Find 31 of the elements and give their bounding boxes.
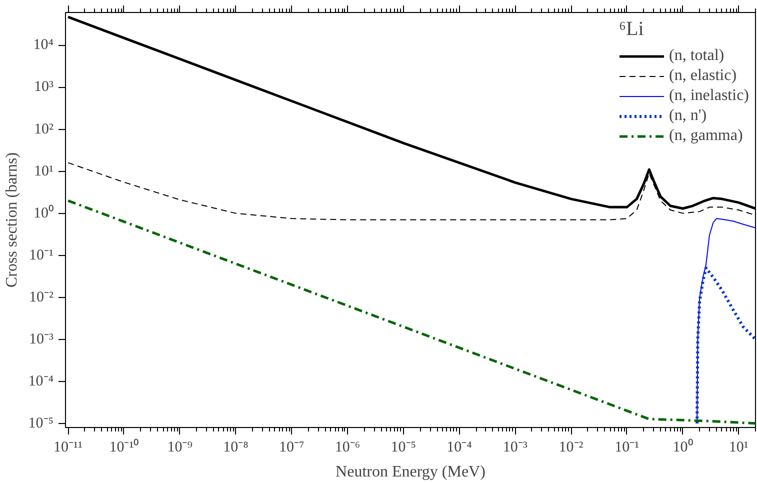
- x-tick-label: 10⁻⁶: [334, 440, 360, 456]
- y-tick-label: 10³: [34, 79, 54, 96]
- y-tick-label: 10⁻²: [29, 289, 54, 306]
- x-axis-title: Neutron Energy (MeV): [336, 464, 486, 480]
- x-tick-label: 10⁰: [672, 438, 693, 456]
- x-tick-label: 10⁻⁴: [446, 440, 472, 456]
- x-tick-label: 10⁻¹¹: [54, 440, 83, 456]
- x-tick-label: 10⁻⁵: [390, 440, 416, 456]
- y-tick-label: 10⁻¹: [29, 247, 54, 264]
- y-axis-title: Cross section (barns): [3, 152, 20, 288]
- y-tick-label: 10²: [34, 121, 54, 138]
- x-tick-label: 10⁻⁹: [167, 440, 192, 456]
- legend-label: (n, gamma): [669, 127, 743, 145]
- x-tick-label: 10⁻⁷: [278, 440, 304, 456]
- x-tick-label: 10⁻¹: [614, 440, 640, 456]
- x-tick-label: 10⁻¹⁰: [109, 438, 139, 456]
- y-tick-label: 10⁰: [34, 204, 54, 222]
- x-tick-label: 10⁻³: [502, 440, 528, 456]
- legend-label: (n, elastic): [669, 67, 737, 85]
- y-tick-label: 10⁻⁴: [28, 373, 54, 390]
- y-tick-label: 10⁻³: [29, 331, 54, 348]
- y-tick-label: 10¹: [34, 163, 54, 180]
- legend-label: (n, total): [669, 47, 724, 65]
- x-tick-label: 10⁻²: [558, 440, 584, 456]
- y-tick-label: 10⁻⁵: [28, 415, 54, 432]
- legend-label: (n, inelastic): [669, 87, 749, 105]
- y-tick-label: 10⁴: [33, 37, 54, 54]
- legend-title: ⁶Li: [619, 18, 645, 41]
- x-tick-label: 10¹: [728, 440, 748, 456]
- x-tick-label: 10⁻⁸: [223, 440, 248, 456]
- legend-label: (n, n'): [669, 107, 707, 125]
